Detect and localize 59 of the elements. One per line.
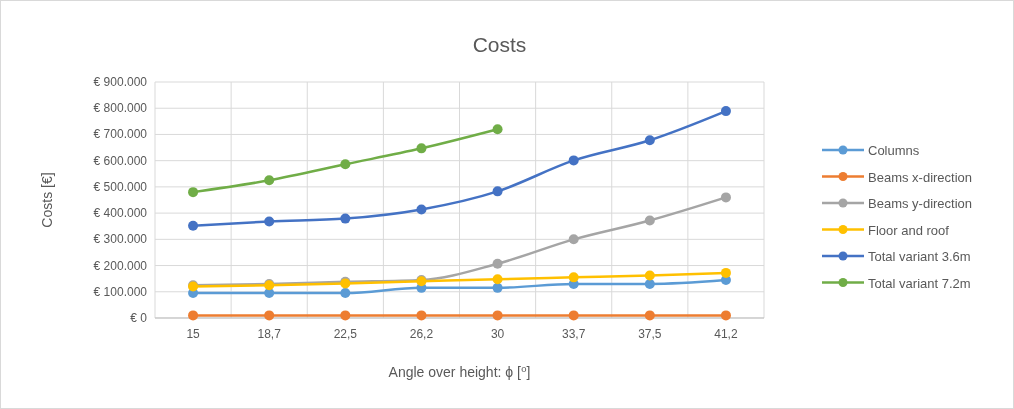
x-tick-label: 18,7 [257,327,282,341]
point [340,288,351,299]
point [568,272,579,283]
y-tick-label: € 0 [130,311,148,325]
x-axis-title: Angle over height: ϕ [⁰] [388,364,531,380]
point [416,143,427,154]
y-tick-label: € 900.000 [93,75,148,89]
point [492,282,503,293]
point [644,215,655,226]
point [188,310,199,321]
point [720,192,731,203]
point [492,274,503,285]
point [492,310,503,321]
legend-label: Total variant 7.2m [868,275,971,291]
point [492,186,503,197]
point [416,310,427,321]
point [340,213,351,224]
point [340,310,351,321]
point [188,187,199,198]
point [492,258,503,269]
x-tick-label: 41,2 [714,327,738,341]
point [568,155,579,166]
point [720,267,731,278]
point [644,135,655,146]
x-tick-label: 26,2 [409,327,434,341]
point [644,270,655,281]
y-tick-label: € 200.000 [93,258,148,273]
point [644,310,655,321]
y-tick-label: € 500.000 [93,179,148,194]
y-tick-label: € 800.000 [93,101,148,116]
x-tick-label: 15 [186,327,201,341]
point [644,278,655,289]
legend-label: Floor and roof [868,222,950,238]
y-tick-label: € 100.000 [93,284,148,299]
legend-label: Beams y-direction [868,196,973,211]
point [340,159,351,170]
point [720,310,731,321]
point [568,234,579,245]
chart-title: Costs [472,33,527,56]
x-tick-label: 37,5 [638,327,662,341]
point [720,106,731,117]
point [492,124,503,135]
y-tick-label: € 700.000 [93,127,148,142]
y-tick-label: € 600.000 [93,153,148,168]
legend-label: Columns [868,143,920,158]
legend-label: Total variant 3.6m [868,249,971,264]
point [264,216,275,227]
legend-label: Beams x-direction [868,169,973,185]
y-axis-title: Costs [€] [39,172,55,228]
x-tick-label: 22,5 [333,327,358,341]
y-tick-label: € 400.000 [93,206,148,221]
point [264,175,275,186]
point [568,310,579,321]
x-tick-label: 33,7 [562,327,586,341]
y-tick-label: € 300.000 [93,232,148,247]
x-tick-label: 30 [490,327,505,341]
point [264,310,275,321]
point [188,220,199,231]
point [416,204,427,215]
